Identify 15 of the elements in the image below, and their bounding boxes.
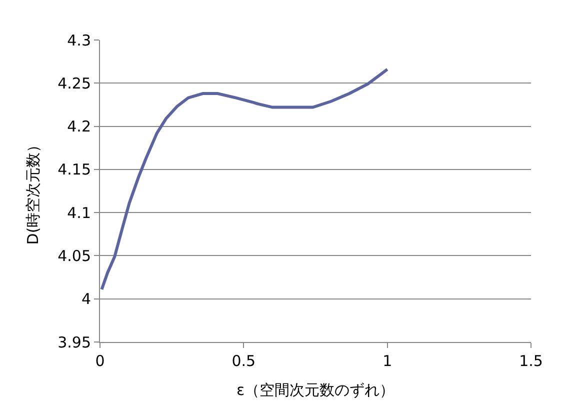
- x-tick-label: 0: [95, 352, 105, 370]
- y-tick-label: 4.3: [67, 31, 91, 50]
- line-series: [100, 68, 389, 291]
- y-tick-label: 3.95: [58, 333, 91, 352]
- y-tick-label: 4: [81, 290, 91, 308]
- y-tick-label: 4.1: [67, 204, 91, 222]
- y-tick-label: 4.25: [58, 74, 91, 92]
- x-axis-title: ε（空間次元数のずれ）: [236, 381, 395, 399]
- x-tick-label: 1.5: [519, 352, 543, 370]
- x-tick-label: 0.5: [232, 352, 256, 370]
- x-tick-label: 1: [382, 352, 392, 370]
- y-tick-label: 4.15: [58, 160, 91, 179]
- y-axis-title: D(時空次元数）: [24, 137, 42, 245]
- y-tick-label: 4.2: [67, 118, 91, 136]
- y-tick-label: 4.05: [58, 246, 91, 265]
